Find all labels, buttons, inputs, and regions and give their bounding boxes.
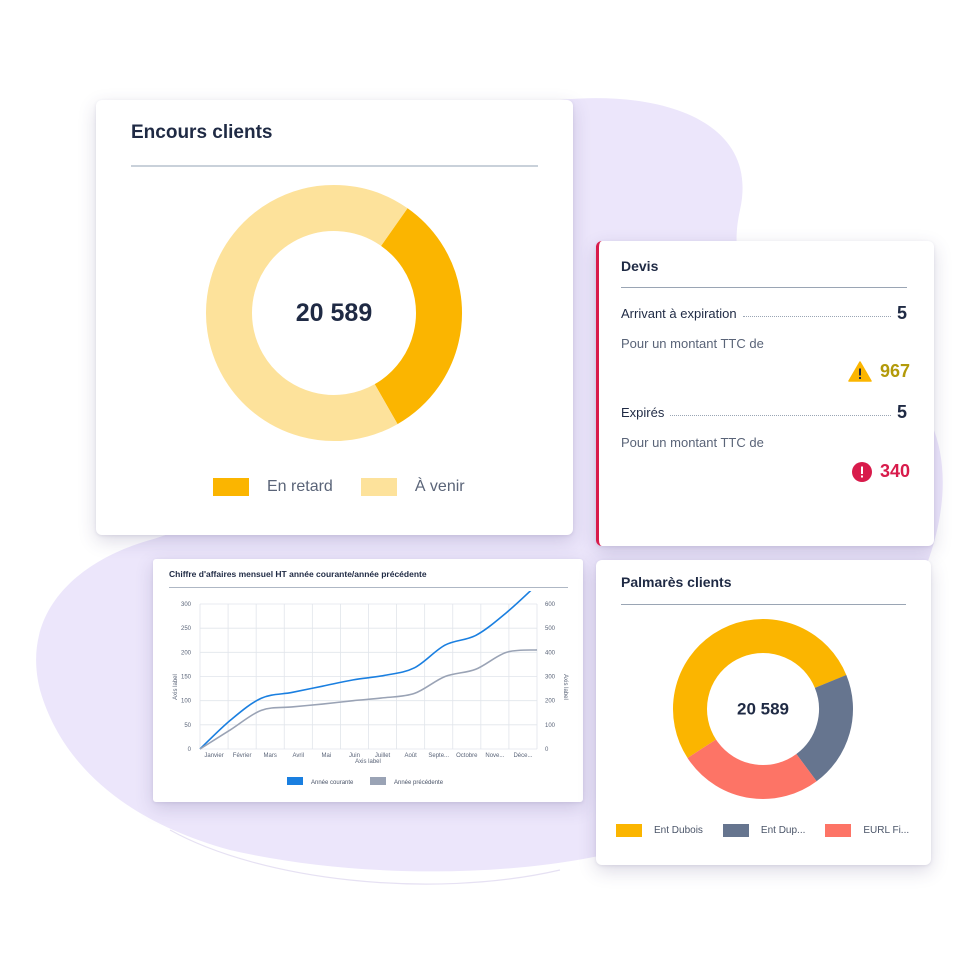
y-tick-label-right: 500 [545, 626, 556, 632]
x-tick-label: Février [233, 753, 252, 759]
encours-divider [131, 165, 538, 167]
devis-expired-amount-row: 340 [851, 461, 910, 482]
devis-expiring-amount-row: 967 [848, 361, 910, 382]
devis-title: Devis [621, 258, 659, 274]
ca-chart-divider [169, 587, 568, 588]
x-tick-label: Mars [264, 753, 277, 759]
donut-slice--venir[interactable] [203, 182, 465, 444]
warning-icon [848, 361, 872, 382]
y-tick-label-right: 400 [545, 650, 556, 656]
ca-chart-card: Chiffre d'affaires mensuel HT année cour… [153, 559, 583, 802]
error-icon [851, 461, 872, 482]
legend-swatch-precedente [370, 777, 386, 785]
devis-expired-row[interactable]: Expirés 5 [621, 402, 907, 423]
y-tick-label-left: 0 [188, 747, 192, 753]
legend-swatch-courante [287, 777, 303, 785]
devis-card: Devis Arrivant à expiration 5 Pour un mo… [596, 241, 934, 546]
devis-expiring-label: Arrivant à expiration [621, 306, 737, 321]
series-line-annee-precedente[interactable] [199, 649, 538, 750]
devis-expired-count: 5 [896, 402, 907, 422]
x-tick-label: Mai [322, 753, 332, 759]
devis-expiring-row[interactable]: Arrivant à expiration 5 [621, 303, 907, 324]
y-tick-label-right: 600 [545, 602, 556, 608]
legend-item-en-retard: En retard [213, 478, 333, 496]
x-tick-label: Avril [293, 753, 305, 759]
y-tick-label-right: 0 [545, 747, 549, 753]
legend-item-ent-dup: Ent Dup... [722, 824, 806, 837]
ca-chart-title: Chiffre d'affaires mensuel HT année cour… [169, 569, 427, 579]
dotted-leader [742, 315, 891, 317]
palmares-donut-chart: 20 589 [673, 619, 853, 799]
x-tick-label: Octobre [456, 753, 478, 759]
legend-item-eurl-fi: EURL Fi... [825, 824, 909, 837]
dotted-leader [670, 414, 891, 416]
encours-clients-card: Encours clients 20 589 En retard À venir [96, 100, 573, 535]
y-tick-label-left: 300 [181, 602, 192, 608]
devis-expiring-count: 5 [896, 303, 907, 323]
legend-swatch-eurl-fi [825, 824, 852, 837]
y-axis-label-right: Axis label [562, 674, 568, 700]
legend-label-eurl-fi: EURL Fi... [863, 825, 910, 836]
legend-item-ent-dubois: Ent Dubois [616, 824, 703, 837]
devis-expiring-subtitle: Pour un montant TTC de [621, 336, 764, 351]
devis-expired-subtitle: Pour un montant TTC de [621, 435, 764, 450]
x-tick-label: Septe... [428, 753, 449, 759]
ca-legend: Année courante Année précédente [287, 777, 444, 786]
y-tick-label-left: 150 [181, 675, 192, 681]
encours-donut-chart: 20 589 [203, 182, 465, 444]
devis-expired-label: Expirés [621, 405, 665, 420]
y-tick-label-right: 200 [545, 699, 556, 705]
legend-item-a-venir: À venir [360, 478, 465, 496]
y-axis-label-left: Axis label [173, 674, 179, 700]
x-tick-label: Nove... [485, 753, 504, 759]
y-tick-label-left: 250 [181, 626, 192, 632]
y-tick-label-right: 100 [545, 723, 556, 729]
x-tick-label: Août [404, 753, 417, 759]
legend-label-a-venir: À venir [414, 478, 465, 495]
x-tick-label: Juillet [375, 753, 391, 759]
legend-swatch-en-retard [213, 478, 249, 496]
x-tick-label: Déce... [513, 753, 532, 759]
y-tick-label-right: 300 [545, 675, 556, 681]
palmares-clients-card: Palmarès clients 20 589 Ent Dubois Ent D… [596, 560, 931, 865]
legend-label-ent-dubois: Ent Dubois [654, 825, 703, 836]
palmares-title: Palmarès clients [621, 574, 732, 590]
legend-label-en-retard: En retard [267, 478, 333, 495]
encours-title: Encours clients [131, 122, 273, 143]
chart-grid [199, 603, 538, 750]
encours-legend: En retard À venir [213, 478, 493, 496]
encours-total: 20 589 [296, 299, 372, 327]
series-line-annee-courante[interactable] [199, 591, 537, 750]
y-tick-label-left: 200 [181, 650, 192, 656]
legend-label-courante: Année courante [311, 780, 354, 786]
devis-expiring-amount: 967 [879, 361, 910, 381]
legend-label-precedente: Année précédente [394, 780, 444, 786]
y-tick-label-left: 50 [184, 723, 191, 729]
x-tick-label: Juin [349, 753, 360, 759]
x-tick-label: Janvier [204, 753, 223, 759]
legend-swatch-a-venir [360, 478, 397, 496]
devis-expired-amount: 340 [879, 461, 910, 481]
devis-divider [621, 287, 907, 288]
palmares-divider [621, 604, 906, 605]
ca-line-chart: 300 600 250 500 200 400 150 300 100 200 50 100 0 0 Jan… [173, 591, 568, 786]
palmares-total: 20 589 [737, 700, 789, 719]
palmares-legend: Ent Dubois Ent Dup... EURL Fi... [616, 824, 929, 837]
legend-swatch-ent-dubois [616, 824, 642, 837]
legend-swatch-ent-dup [722, 824, 749, 837]
x-axis-label: Axis label [355, 759, 381, 765]
legend-label-ent-dup: Ent Dup... [760, 825, 806, 836]
y-tick-label-left: 100 [181, 699, 192, 705]
